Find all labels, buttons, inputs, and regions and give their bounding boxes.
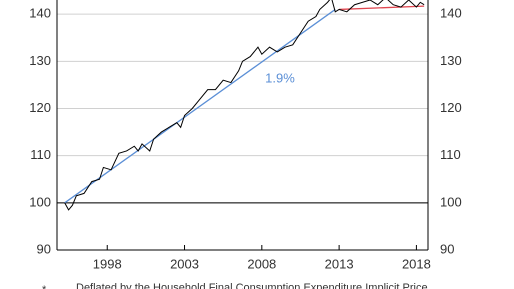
y-tick-label: 100 [29, 194, 51, 209]
y2-tick-label: 130 [440, 53, 462, 68]
trend-line [64, 8, 336, 204]
footnote-marker: * [42, 284, 47, 289]
x-tick-label: 2003 [170, 256, 199, 271]
data-line [64, 0, 425, 211]
y-tick-label: 110 [30, 147, 51, 162]
x-tick-label: 1998 [93, 256, 122, 271]
trend-line [339, 5, 425, 11]
x-tick-label: 2013 [325, 256, 354, 271]
y2-tick-label: 140 [440, 6, 462, 21]
footnote: Deflated by the Household Final Consumpt… [76, 282, 428, 289]
plot [64, 0, 425, 211]
y-tick-label: 90 [37, 241, 51, 256]
y2-tick-label: 120 [440, 100, 462, 115]
y2-tick-label: 100 [440, 194, 462, 209]
x-tick-label: 2008 [247, 256, 276, 271]
y-tick-label: 130 [29, 53, 51, 68]
y2-tick-label: 110 [440, 147, 461, 162]
y-tick-label: 140 [29, 6, 51, 21]
annotation: 1.9% [265, 70, 295, 85]
y2-tick-label: 90 [440, 241, 454, 256]
y-tick-label: 120 [29, 100, 51, 115]
x-tick-label: 2018 [402, 256, 431, 271]
